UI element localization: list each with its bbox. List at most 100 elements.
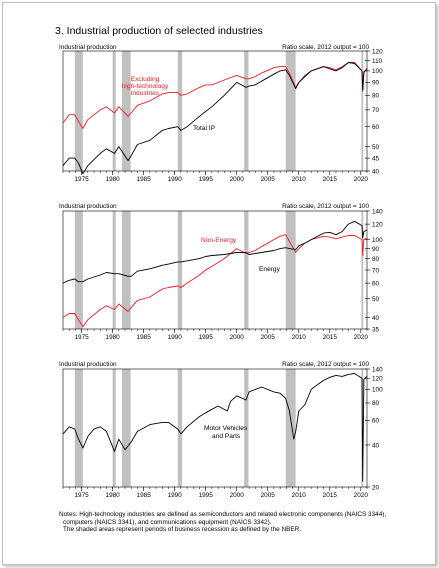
y-tick-label: 40 — [372, 315, 380, 322]
series-annotation: Energy — [259, 266, 281, 273]
note-line: The shaded areas represent periods of bu… — [63, 526, 302, 534]
x-tick-label: 1995 — [199, 176, 214, 183]
recession-band — [177, 369, 183, 487]
x-tick-label: 1995 — [199, 492, 214, 499]
y-tick-label: 100 — [372, 68, 383, 75]
y-tick-label: 50 — [372, 296, 380, 303]
x-tick-label: 2005 — [261, 176, 276, 183]
x-tick-label: 2005 — [261, 334, 276, 341]
x-tick-label: 2010 — [292, 334, 307, 341]
y-tick-label: 35 — [372, 326, 380, 333]
y-tick-label: 40 — [372, 442, 380, 449]
plot-frame — [62, 368, 368, 488]
y-tick-label: 100 — [372, 387, 383, 394]
x-tick-label: 1985 — [137, 176, 152, 183]
x-tick-label: 1980 — [106, 334, 121, 341]
y-tick-label: 70 — [372, 267, 380, 274]
x-tick-label: 2005 — [261, 492, 276, 499]
x-tick-label: 2000 — [230, 492, 245, 499]
recession-band — [285, 51, 296, 171]
series-annotation: Motor Vehicles — [204, 425, 248, 432]
y-tick-label: 90 — [372, 80, 380, 87]
recession-band — [285, 369, 296, 487]
series-annotation: Total IP — [193, 125, 216, 132]
y-tick-label: 120 — [372, 221, 383, 228]
x-tick-label: 2015 — [323, 492, 338, 499]
x-tick-label: 1995 — [199, 334, 214, 341]
series-line — [62, 234, 368, 328]
y-tick-label: 120 — [372, 376, 383, 383]
chart-panel-2: Industrial production Ratio scale, 2012 o… — [59, 203, 383, 341]
y-tick-label: 20 — [372, 484, 380, 491]
y-tick-label: 40 — [372, 168, 380, 175]
recession-band — [244, 211, 249, 329]
note-line: computers (NAICS 3341), and communicatio… — [63, 518, 272, 526]
recession-band — [177, 51, 183, 171]
recession-band — [121, 369, 131, 487]
figure-frame: 3. Industrial production of selected ind… — [2, 2, 436, 565]
y-tick-label: 70 — [372, 107, 380, 114]
x-tick-label: 1990 — [168, 492, 183, 499]
x-tick-label: 1975 — [75, 334, 90, 341]
x-tick-label: 1990 — [168, 176, 183, 183]
recession-band — [244, 51, 249, 171]
plot-frame — [62, 50, 368, 172]
series-line — [62, 62, 368, 175]
charts-canvas: Industrial production Ratio scale, 2012 o… — [59, 44, 383, 499]
series-annotation: industries — [131, 90, 160, 97]
series-annotation: high-technology — [122, 83, 169, 90]
y-tick-label: 140 — [372, 366, 383, 373]
x-tick-label: 1985 — [137, 334, 152, 341]
x-tick-label: 2020 — [354, 176, 369, 183]
x-tick-label: 2020 — [354, 492, 369, 499]
series-annotation: Non-Energy — [201, 237, 237, 244]
left-axis-label: Industrial production — [59, 361, 117, 368]
recession-band — [74, 211, 83, 329]
left-axis-label: Industrial production — [59, 203, 117, 210]
note-line: Notes: High-technology industries are de… — [59, 511, 387, 518]
series-line — [62, 62, 368, 129]
figure-notes: Notes: High-technology industries are de… — [59, 511, 399, 534]
series-annotation: Excluding — [131, 76, 160, 83]
recession-band — [361, 211, 364, 329]
x-tick-label: 1980 — [106, 176, 121, 183]
y-tick-label: 60 — [372, 280, 380, 287]
recession-band — [74, 51, 83, 171]
x-tick-label: 2000 — [230, 176, 245, 183]
recession-band — [121, 51, 131, 171]
y-tick-label: 80 — [372, 400, 380, 407]
figure-title: 3. Industrial production of selected ind… — [55, 25, 263, 37]
recession-band — [112, 369, 116, 487]
recession-band — [112, 51, 116, 171]
x-tick-label: 1975 — [75, 176, 90, 183]
right-axis-label: Ratio scale, 2012 output = 100 — [282, 361, 369, 368]
series-line — [62, 373, 368, 482]
series-annotation: and Parts — [212, 433, 241, 440]
x-tick-label: 2000 — [230, 334, 245, 341]
series-line — [62, 220, 368, 284]
recession-band — [361, 51, 364, 171]
y-tick-label: 60 — [372, 418, 380, 425]
recession-band — [285, 211, 296, 329]
x-tick-label: 2010 — [292, 176, 307, 183]
chart-panel-1: Industrial production Ratio scale, 2012 o… — [59, 44, 383, 183]
x-tick-label: 1980 — [106, 492, 121, 499]
recession-band — [74, 369, 83, 487]
y-tick-label: 80 — [372, 93, 380, 100]
left-axis-label: Industrial production — [59, 44, 117, 51]
x-tick-label: 1990 — [168, 334, 183, 341]
recession-band — [177, 211, 183, 329]
x-tick-label: 2010 — [292, 492, 307, 499]
y-tick-label: 80 — [372, 256, 380, 263]
y-tick-label: 45 — [372, 155, 380, 162]
x-tick-label: 2020 — [354, 334, 369, 341]
x-tick-label: 2015 — [323, 334, 338, 341]
y-tick-label: 110 — [372, 58, 383, 65]
y-tick-label: 60 — [372, 124, 380, 131]
y-tick-label: 90 — [372, 246, 380, 253]
y-tick-label: 100 — [372, 237, 383, 244]
plot-frame — [62, 210, 368, 330]
y-tick-label: 120 — [372, 48, 383, 55]
y-tick-label: 140 — [372, 208, 383, 215]
recession-band — [121, 211, 131, 329]
